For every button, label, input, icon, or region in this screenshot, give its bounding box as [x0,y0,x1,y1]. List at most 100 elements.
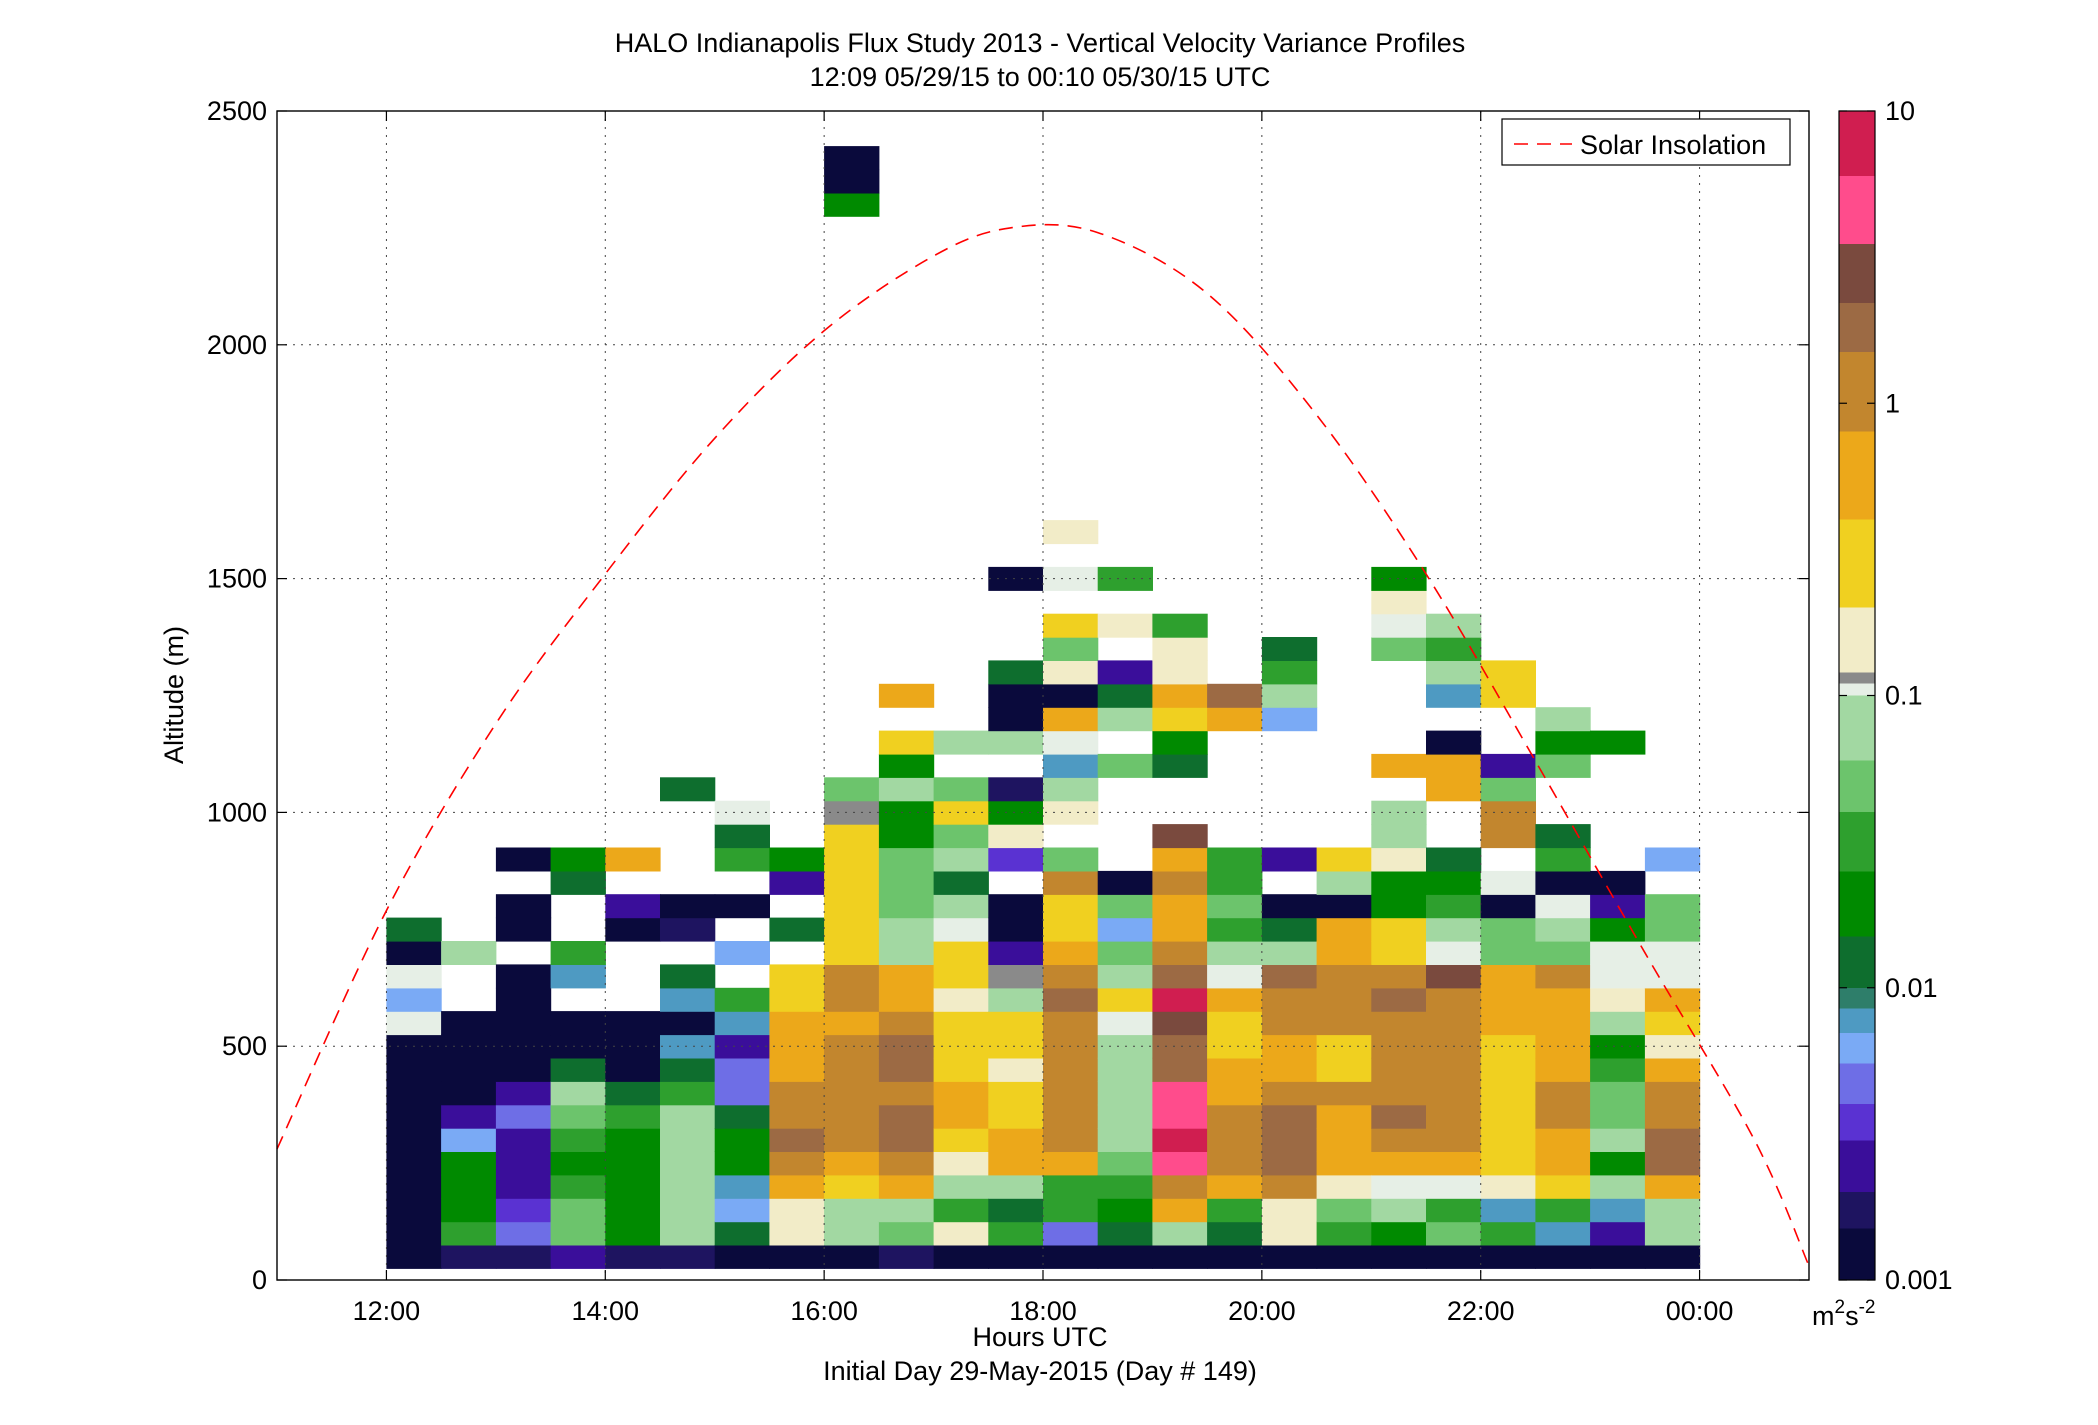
heatmap-cell [386,1151,442,1176]
heatmap-cell [714,1057,770,1082]
heatmap-cell [878,800,935,825]
heatmap-cell [1371,847,1427,872]
heatmap-cell [1426,660,1482,685]
heatmap-cell [1152,1151,1208,1176]
heatmap-cell [1207,1174,1263,1199]
heatmap-cell [1207,847,1263,872]
heatmap-cell [1590,1104,1646,1129]
heatmap-cell [988,800,1044,825]
heatmap-cell [1207,964,1263,989]
heatmap-cell [878,1221,935,1246]
heatmap-cell [1644,941,1701,965]
heatmap-cell [1152,964,1208,989]
heatmap-cell [988,987,1044,1012]
heatmap-cell [878,941,935,965]
heatmap-cell [495,987,552,1012]
heatmap-cell [605,847,661,872]
heatmap-cell [1644,917,1701,942]
heatmap-cell [714,1174,770,1199]
heatmap-cell [1097,1011,1153,1036]
heatmap-cell [1480,683,1536,708]
heatmap-cell [1590,1081,1646,1106]
heatmap-cell [933,1151,989,1176]
heatmap-cell [988,1198,1044,1223]
heatmap-cell [1371,964,1427,989]
heatmap-cell [988,1128,1044,1152]
x-axis-ticks: 12:00 14:00 16:00 18:00 20:00 22:00 00:00 [353,111,1733,1326]
heatmap-cell [1535,870,1591,895]
heatmap-cell [1097,660,1153,685]
heatmap-cell [441,1011,497,1036]
heatmap-cell [1152,894,1208,919]
heatmap-cell [1426,1128,1482,1152]
heatmap-cell [441,1151,497,1176]
heatmap-cell [1590,1057,1646,1082]
heatmap-cell [1480,1244,1536,1269]
heatmap-cell [824,1128,880,1152]
heatmap-cell [1207,987,1263,1012]
heatmap-cell [1371,637,1427,661]
heatmap-cell [824,1221,880,1246]
heatmap-cell [1097,870,1153,895]
heatmap-cell [1535,847,1591,872]
heatmap-cell [769,1128,825,1152]
heatmap-cell [1426,730,1482,755]
heatmap-cell [1043,941,1099,965]
heatmap-cell [1097,683,1153,708]
heatmap-cell [714,1011,770,1036]
heatmap-cell [933,987,989,1012]
heatmap-cell [1207,1081,1263,1106]
heatmap-cell [1261,847,1318,872]
heatmap-cell [769,1174,825,1199]
heatmap-cell [933,870,989,895]
heatmap-cell [1261,1057,1318,1082]
heatmap-cell [660,1198,716,1223]
colorbar-tick-label: 10 [1885,96,1915,126]
heatmap-cell [1261,987,1318,1012]
heatmap-cell [824,800,880,825]
heatmap-cell [1590,1151,1646,1176]
heatmap-cell [1316,1104,1372,1129]
heatmap-cell [1097,707,1153,732]
heatmap-cell [1644,847,1701,872]
heatmap-cell [1644,1104,1701,1129]
colorbar-tick-label: 1 [1885,388,1900,418]
heatmap-cell [1316,1221,1372,1246]
heatmap-cell [1535,1081,1591,1106]
heatmap-cell [988,660,1044,685]
heatmap-cell [1152,1198,1208,1223]
heatmap-cell [1316,1011,1372,1036]
heatmap-cell [386,1128,442,1152]
heatmap-cell [1097,1128,1153,1152]
heatmap-cell [1371,1057,1427,1082]
heatmap-cell [1043,683,1099,708]
heatmap-cell [1043,660,1099,685]
heatmap-cell [550,1104,606,1129]
heatmap-cell [933,1221,989,1246]
heatmap-cell [550,1011,606,1036]
heatmap-cell [1207,894,1263,919]
heatmap-cell [1371,1198,1427,1223]
heatmap-cell [1371,753,1427,778]
heatmap-cell [933,917,989,942]
heatmap-cell [495,894,552,919]
heatmap-cell [660,1151,716,1176]
heatmap-cell [495,1221,552,1246]
heatmap-cell [933,730,989,755]
heatmap-cell [660,1174,716,1199]
heatmap-cell [1207,1244,1263,1269]
heatmap-cell [1261,1034,1318,1059]
heatmap-cell [1426,941,1482,965]
y-tick-label: 500 [222,1031,267,1061]
heatmap-cell [1097,753,1153,778]
heatmap-cell [1480,941,1536,965]
heatmap-cell [1261,1174,1318,1199]
heatmap-cell [824,777,880,802]
heatmap-cell [441,1174,497,1199]
legend-box [1501,118,1791,166]
heatmap-cell [1535,1174,1591,1199]
heatmap-cell [714,1244,770,1269]
heatmap-cell [1043,1244,1099,1269]
colorbar-ticks: 0.001 0.01 0.1 1 10 [1839,96,1953,1295]
